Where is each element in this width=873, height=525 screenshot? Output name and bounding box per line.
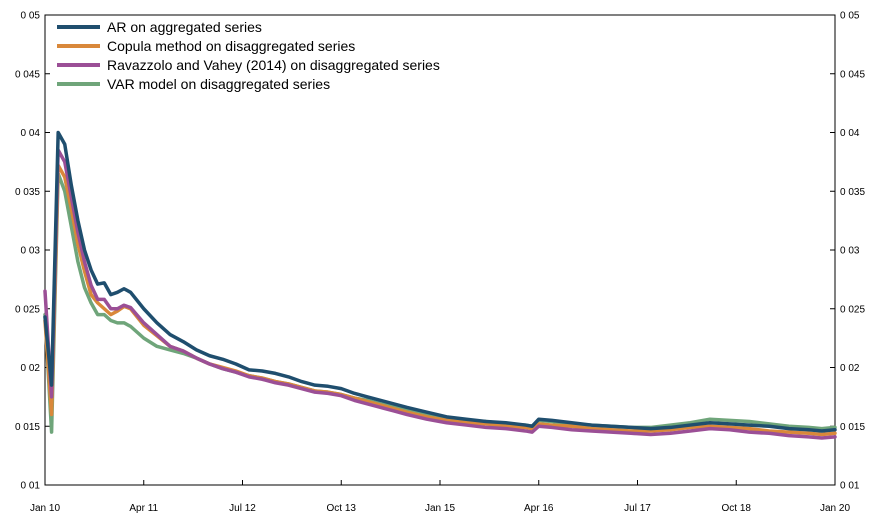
y-tick-label-left: 0 03: [21, 246, 41, 257]
x-tick-label: Jan 15: [425, 503, 455, 514]
axes: 0 01 0 01 0 015 0 015 0 02 0 02 0 025 0 025 0 03…: [15, 11, 865, 515]
y-tick-label-right: 0 03: [840, 246, 860, 257]
legend: AR on aggregated series Copula method on …: [57, 19, 440, 92]
y-tick-label-right: 0 05: [840, 11, 860, 22]
legend-label-3: VAR model on disaggregated series: [107, 76, 330, 92]
series-line-3: [43, 171, 837, 434]
legend-label-2: Ravazzolo and Vahey (2014) on disaggrega…: [107, 57, 440, 73]
series-line-2: [43, 148, 837, 440]
series-line-0: [43, 130, 837, 433]
y-tick-label-left: 0 045: [15, 69, 40, 80]
x-tick-label: Jul 12: [229, 503, 256, 514]
x-tick-label: Oct 18: [722, 503, 752, 514]
x-tick-label: Jan 20: [820, 503, 850, 514]
y-tick-label-right: 0 015: [840, 422, 865, 433]
y-tick-label-left: 0 02: [21, 363, 41, 374]
y-tick-label-left: 0 025: [15, 304, 40, 315]
y-tick-label-right: 0 045: [840, 69, 865, 80]
y-tick-label-left: 0 04: [21, 128, 41, 139]
y-tick-label-left: 0 015: [15, 422, 40, 433]
series-lines: [43, 130, 837, 440]
y-tick-label-right: 0 035: [840, 187, 865, 198]
y-tick-label-left: 0 01: [21, 481, 41, 492]
y-tick-label-left: 0 05: [21, 11, 41, 22]
x-tick-label: Jan 10: [30, 503, 60, 514]
y-tick-label-right: 0 04: [840, 128, 860, 139]
x-tick-label: Jul 17: [624, 503, 651, 514]
legend-label-1: Copula method on disaggregated series: [107, 38, 355, 54]
y-tick-label-left: 0 035: [15, 187, 40, 198]
y-tick-label-right: 0 02: [840, 363, 860, 374]
y-tick-label-right: 0 01: [840, 481, 860, 492]
x-tick-label: Apr 16: [524, 503, 554, 514]
x-tick-label: Apr 11: [129, 503, 158, 514]
x-tick-label: Oct 13: [327, 503, 357, 514]
series-line-1: [43, 163, 837, 437]
y-tick-label-right: 0 025: [840, 304, 865, 315]
legend-label-0: AR on aggregated series: [107, 19, 262, 35]
